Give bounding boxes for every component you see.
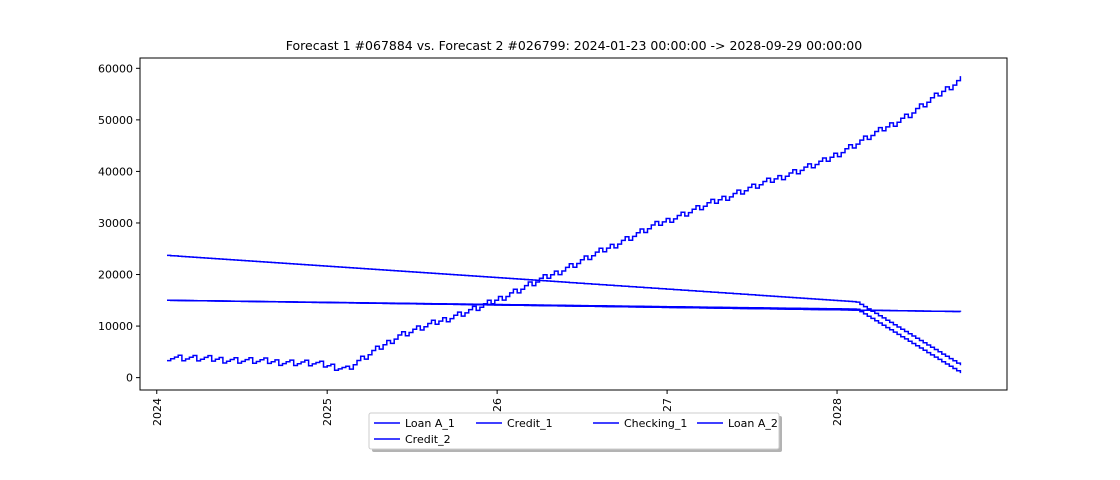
y-tick-label: 40000 <box>98 165 133 178</box>
x-tick-label: 2028 <box>831 398 844 426</box>
legend: Loan A_1 Credit_1 Checking_1 Loan A_2 Credit… <box>368 412 782 452</box>
legend-label: Credit_2 <box>405 433 451 446</box>
y-tick-label: 60000 <box>98 62 133 75</box>
legend-items: Loan A_1 Credit_1 Checking_1 Loan A_2 Credit… <box>374 417 778 446</box>
series-line-loan-a-1 <box>167 254 962 366</box>
series-line-credit-2 <box>167 299 962 313</box>
axis-layer: 0 10000 20000 30000 40000 50000 60000 2024 2025 2… <box>98 62 844 426</box>
y-tick-label: 20000 <box>98 269 133 282</box>
y-tick-label: 10000 <box>98 320 133 333</box>
legend-label: Checking_1 <box>624 417 687 430</box>
x-tick-label: 2024 <box>151 398 164 426</box>
y-tick-label: 50000 <box>98 114 133 127</box>
legend-label: Loan A_1 <box>405 417 455 430</box>
series-layer <box>167 76 962 374</box>
x-tick-label: 2025 <box>321 398 334 426</box>
y-tick-label: 30000 <box>98 217 133 230</box>
legend-label: Credit_1 <box>507 417 553 430</box>
legend-box <box>368 412 780 450</box>
plot-frame <box>139 57 1008 391</box>
series-line-credit-1 <box>167 76 962 371</box>
legend-label: Loan A_2 <box>728 417 778 430</box>
chart-title: Forecast 1 #067884 vs. Forecast 2 #02679… <box>286 38 862 53</box>
y-tick-label: 0 <box>126 372 133 385</box>
